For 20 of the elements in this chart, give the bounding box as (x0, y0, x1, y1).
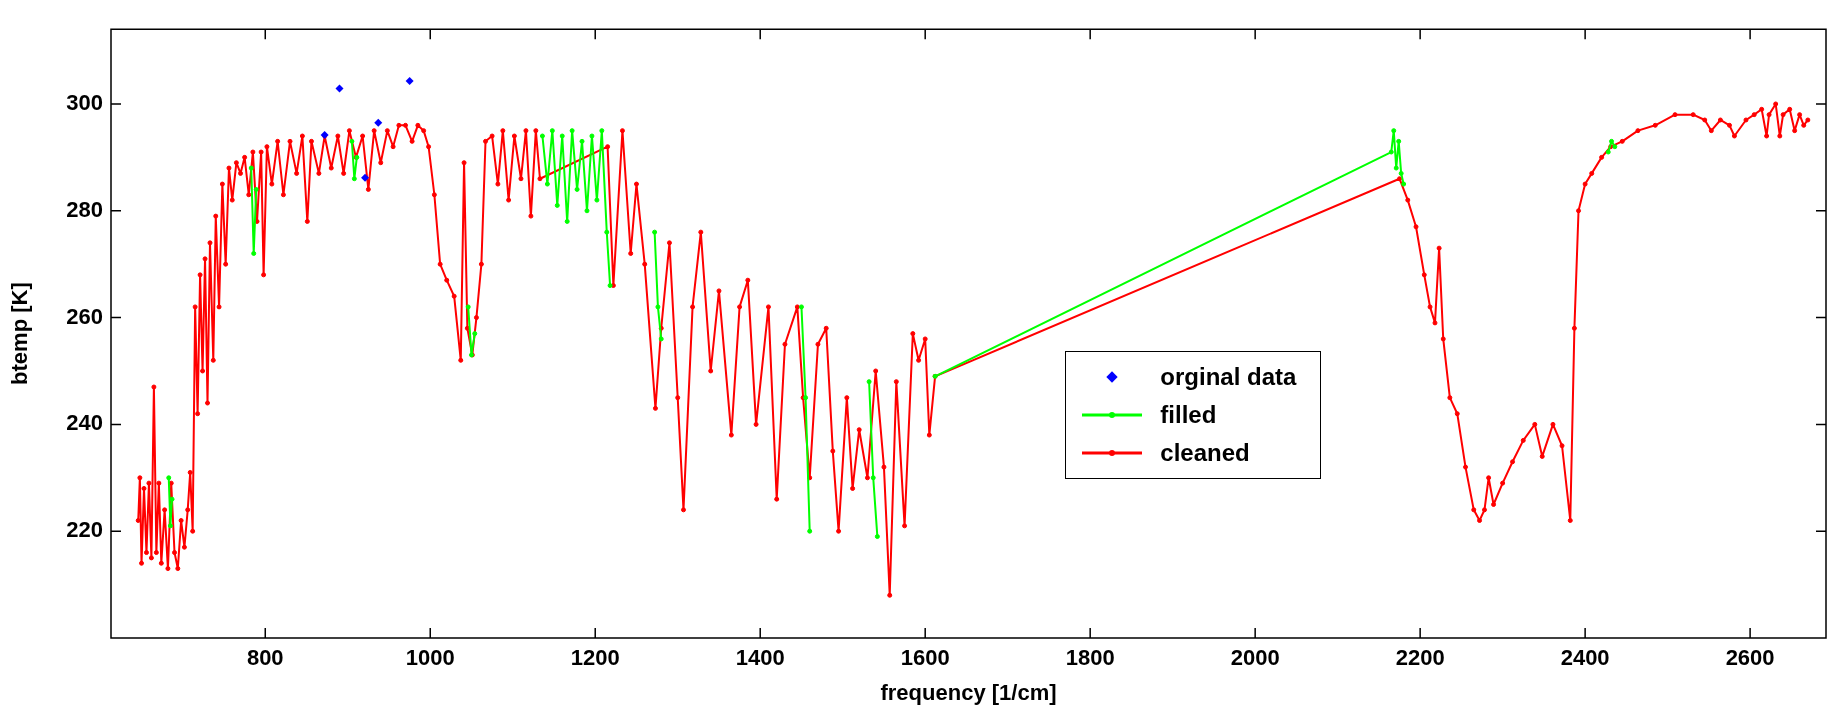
x-tick-label: 1200 (570, 645, 620, 671)
x-tick-label: 800 (246, 645, 284, 671)
x-tick-label: 2600 (1725, 645, 1775, 671)
x-tick-label: 1800 (1065, 645, 1115, 671)
x-axis-title: frequency [1/cm] (880, 679, 1057, 705)
x-tick-label: 1600 (900, 645, 950, 671)
y-tick-label: 300 (66, 90, 103, 116)
x-tick-label: 1400 (735, 645, 785, 671)
y-tick-label: 280 (66, 196, 103, 222)
y-tick-label: 240 (66, 410, 103, 436)
x-tick-label: 2200 (1395, 645, 1445, 671)
x-tick-label: 1000 (405, 645, 455, 671)
y-axis-title: btemp [K] (7, 282, 33, 385)
y-tick-label: 220 (66, 517, 103, 543)
y-tick-label: 260 (66, 303, 103, 329)
x-tick-label: 2400 (1560, 645, 1610, 671)
x-tick-label: 2000 (1230, 645, 1280, 671)
legend-label: cleaned (1160, 438, 1250, 467)
legend-label: filled (1160, 400, 1217, 429)
legend-label: orginal data (1160, 362, 1297, 391)
